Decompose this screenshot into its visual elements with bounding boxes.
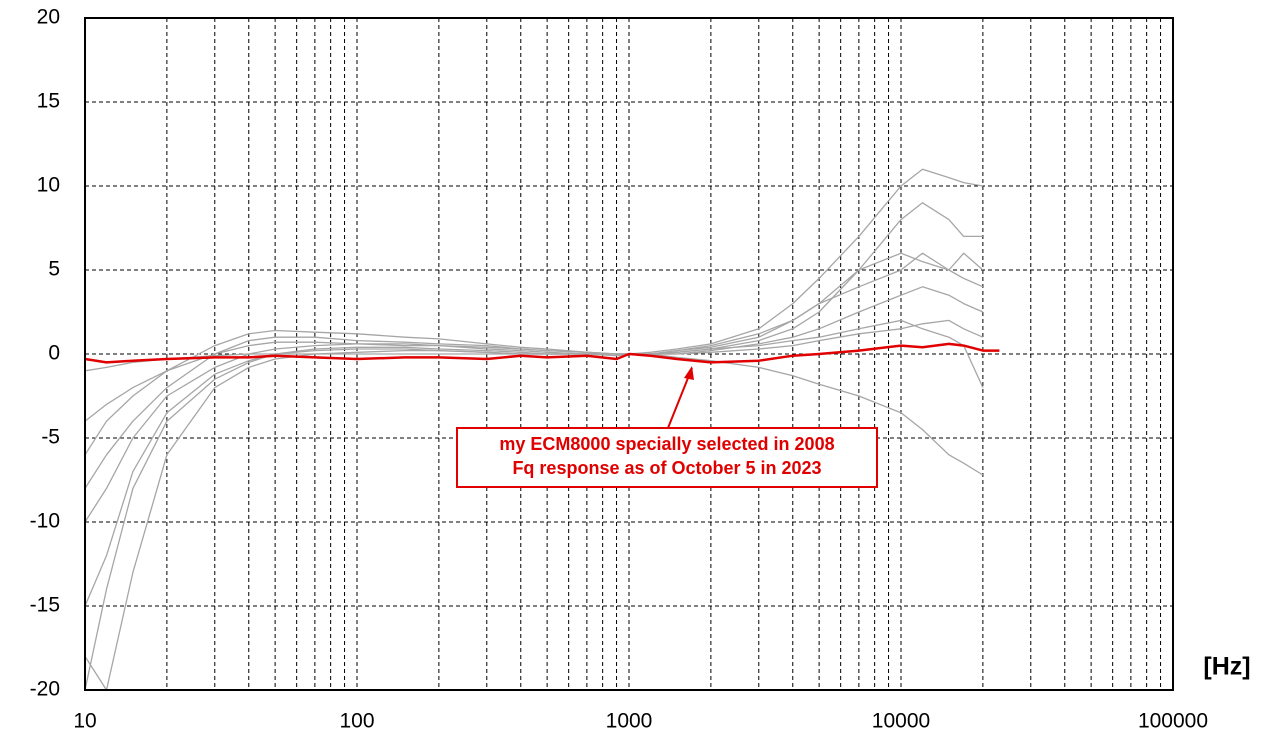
- x-tick-label: 1000: [606, 710, 653, 733]
- y-tick-label: 10: [37, 174, 60, 197]
- y-tick-label: -15: [30, 594, 60, 617]
- annotation-box: [456, 427, 878, 488]
- x-tick-label: 100: [339, 710, 374, 733]
- y-tick-label: -5: [41, 426, 60, 449]
- data-line: [84, 319, 984, 489]
- data-line: [84, 168, 984, 607]
- annotation-arrowhead: [684, 366, 694, 380]
- y-tick-label: -10: [30, 510, 60, 533]
- annotation: my ECM8000 specially selected in 2008: [499, 434, 834, 454]
- x-axis-label: [Hz]: [1203, 653, 1250, 681]
- plot-frame: [84, 17, 1174, 691]
- y-tick-label: -20: [30, 678, 60, 701]
- annotation: Fq response as of October 5 in 2023: [512, 458, 821, 478]
- lines: [84, 168, 1000, 691]
- x-tick-label: 10: [73, 710, 96, 733]
- x-tick-label: 10000: [872, 710, 930, 733]
- x-tick-label: 100000: [1138, 710, 1208, 733]
- y-tick-label: 5: [48, 258, 60, 281]
- y-tick-label: 0: [48, 342, 60, 365]
- data-line: [84, 319, 984, 422]
- y-tick-label: 20: [37, 6, 60, 29]
- data-line: [84, 342, 1000, 364]
- y-tick-label: 15: [37, 90, 60, 113]
